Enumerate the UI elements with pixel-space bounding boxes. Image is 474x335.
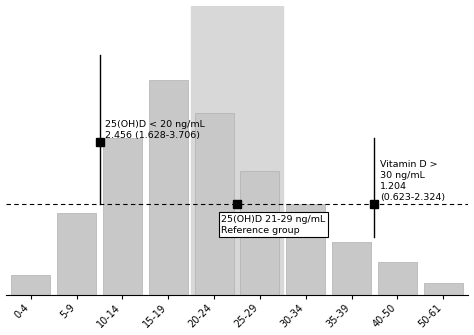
Bar <box>378 262 417 295</box>
Text: 25(OH)D < 20 ng/mL
2.456 (1.628-3.706): 25(OH)D < 20 ng/mL 2.456 (1.628-3.706) <box>105 120 205 140</box>
Bar <box>149 80 188 295</box>
Bar <box>11 275 50 295</box>
Text: 25(OH)D 21-29 ng/mL
Reference group: 25(OH)D 21-29 ng/mL Reference group <box>221 215 325 235</box>
Bar <box>191 6 283 295</box>
Text: Vitamin D >
30 ng/mL
1.204
(0.623-2.324): Vitamin D > 30 ng/mL 1.204 (0.623-2.324) <box>380 160 445 202</box>
Bar <box>332 242 371 295</box>
Bar <box>103 138 142 295</box>
Bar <box>57 213 96 295</box>
Bar <box>286 204 325 295</box>
Bar <box>424 283 463 295</box>
Bar <box>195 113 234 295</box>
Bar <box>240 171 279 295</box>
